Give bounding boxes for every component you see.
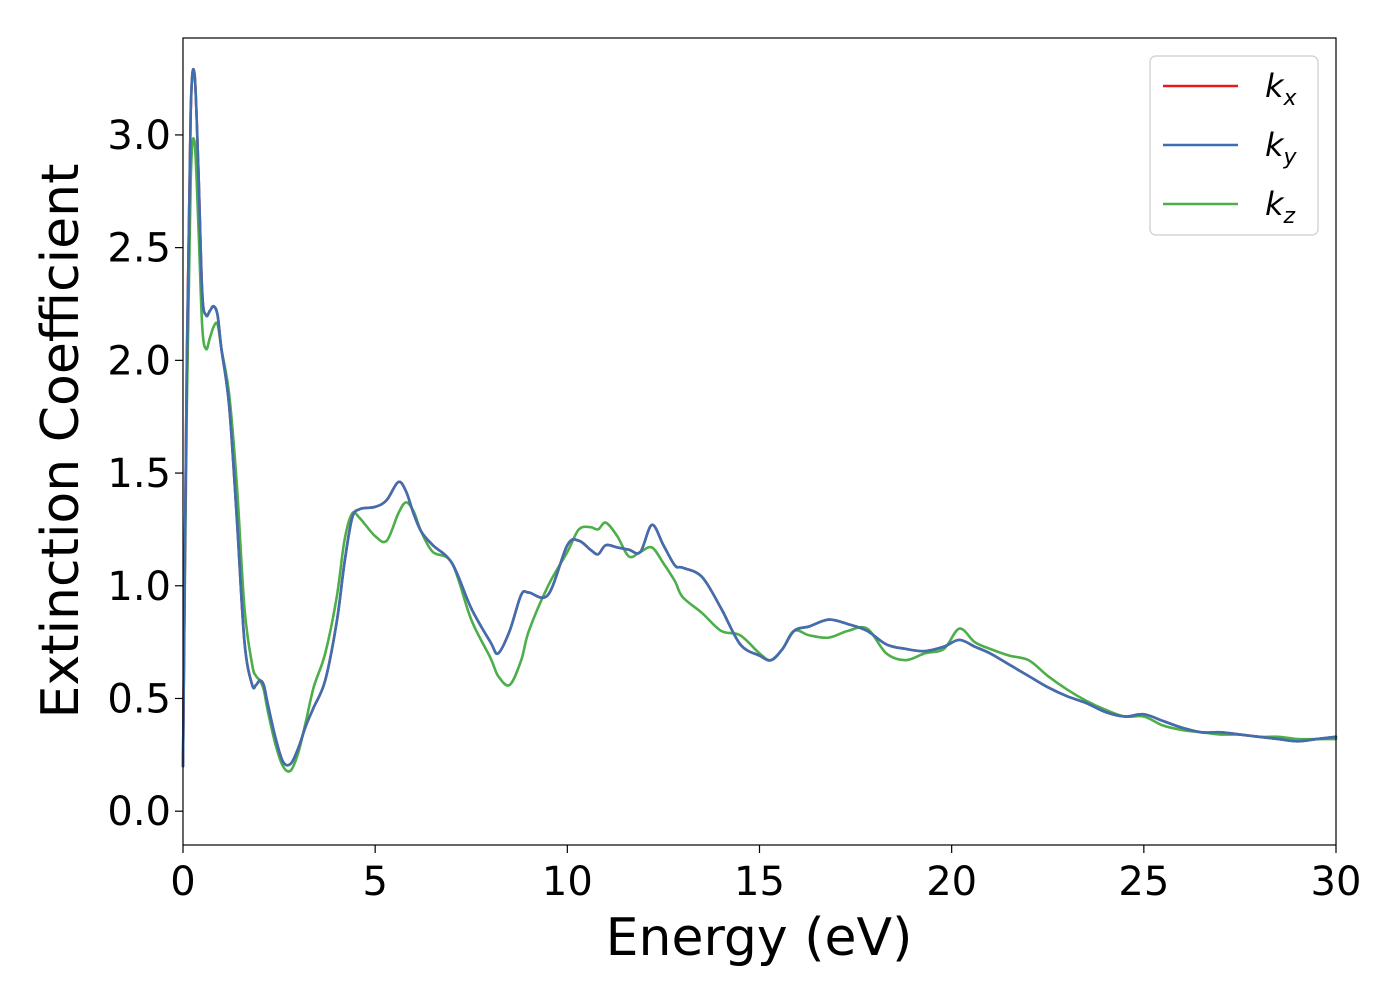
x-tick-label: 20 [926, 859, 977, 905]
series-lines [181, 68, 1338, 773]
x-tick-label: 30 [1311, 859, 1362, 905]
y-axis-title: Extinction Coefficient [31, 164, 91, 719]
y-tick-label: 3.0 [107, 113, 171, 159]
legend-label-subscript: x [1283, 86, 1298, 111]
y-tick-label: 2.5 [107, 226, 171, 272]
y-tick-label: 1.5 [107, 451, 171, 497]
series-line-y [181, 68, 1338, 768]
x-tick-label: 15 [734, 859, 785, 905]
y-tick-label: 1.0 [107, 564, 171, 610]
y-tick-label: 2.0 [107, 338, 171, 384]
legend-label-y: ky [1265, 126, 1298, 170]
legend-label-subscript: z [1283, 204, 1296, 229]
x-axis-title: Energy (eV) [606, 908, 913, 968]
y-tick-label: 0.5 [107, 676, 171, 722]
legend-label-main: k [1265, 67, 1285, 105]
legend-label-x: kx [1265, 67, 1298, 111]
legend-label-main: k [1265, 126, 1285, 164]
plot-background [183, 38, 1336, 845]
x-tick-label: 10 [542, 859, 593, 905]
y-axis-ticks: 0.0 0.5 1.0 1.5 2.0 2.5 3.0 [107, 113, 183, 835]
y-tick-label: 0.0 [107, 789, 171, 835]
x-axis-ticks: 0 5 10 15 20 25 30 [170, 845, 1361, 905]
x-tick-label: 25 [1118, 859, 1169, 905]
legend-label-main: k [1265, 185, 1285, 223]
legend-label-subscript: y [1283, 145, 1298, 170]
x-tick-label: 0 [170, 859, 195, 905]
legend-label-z: kz [1265, 185, 1296, 229]
x-tick-label: 5 [362, 859, 387, 905]
